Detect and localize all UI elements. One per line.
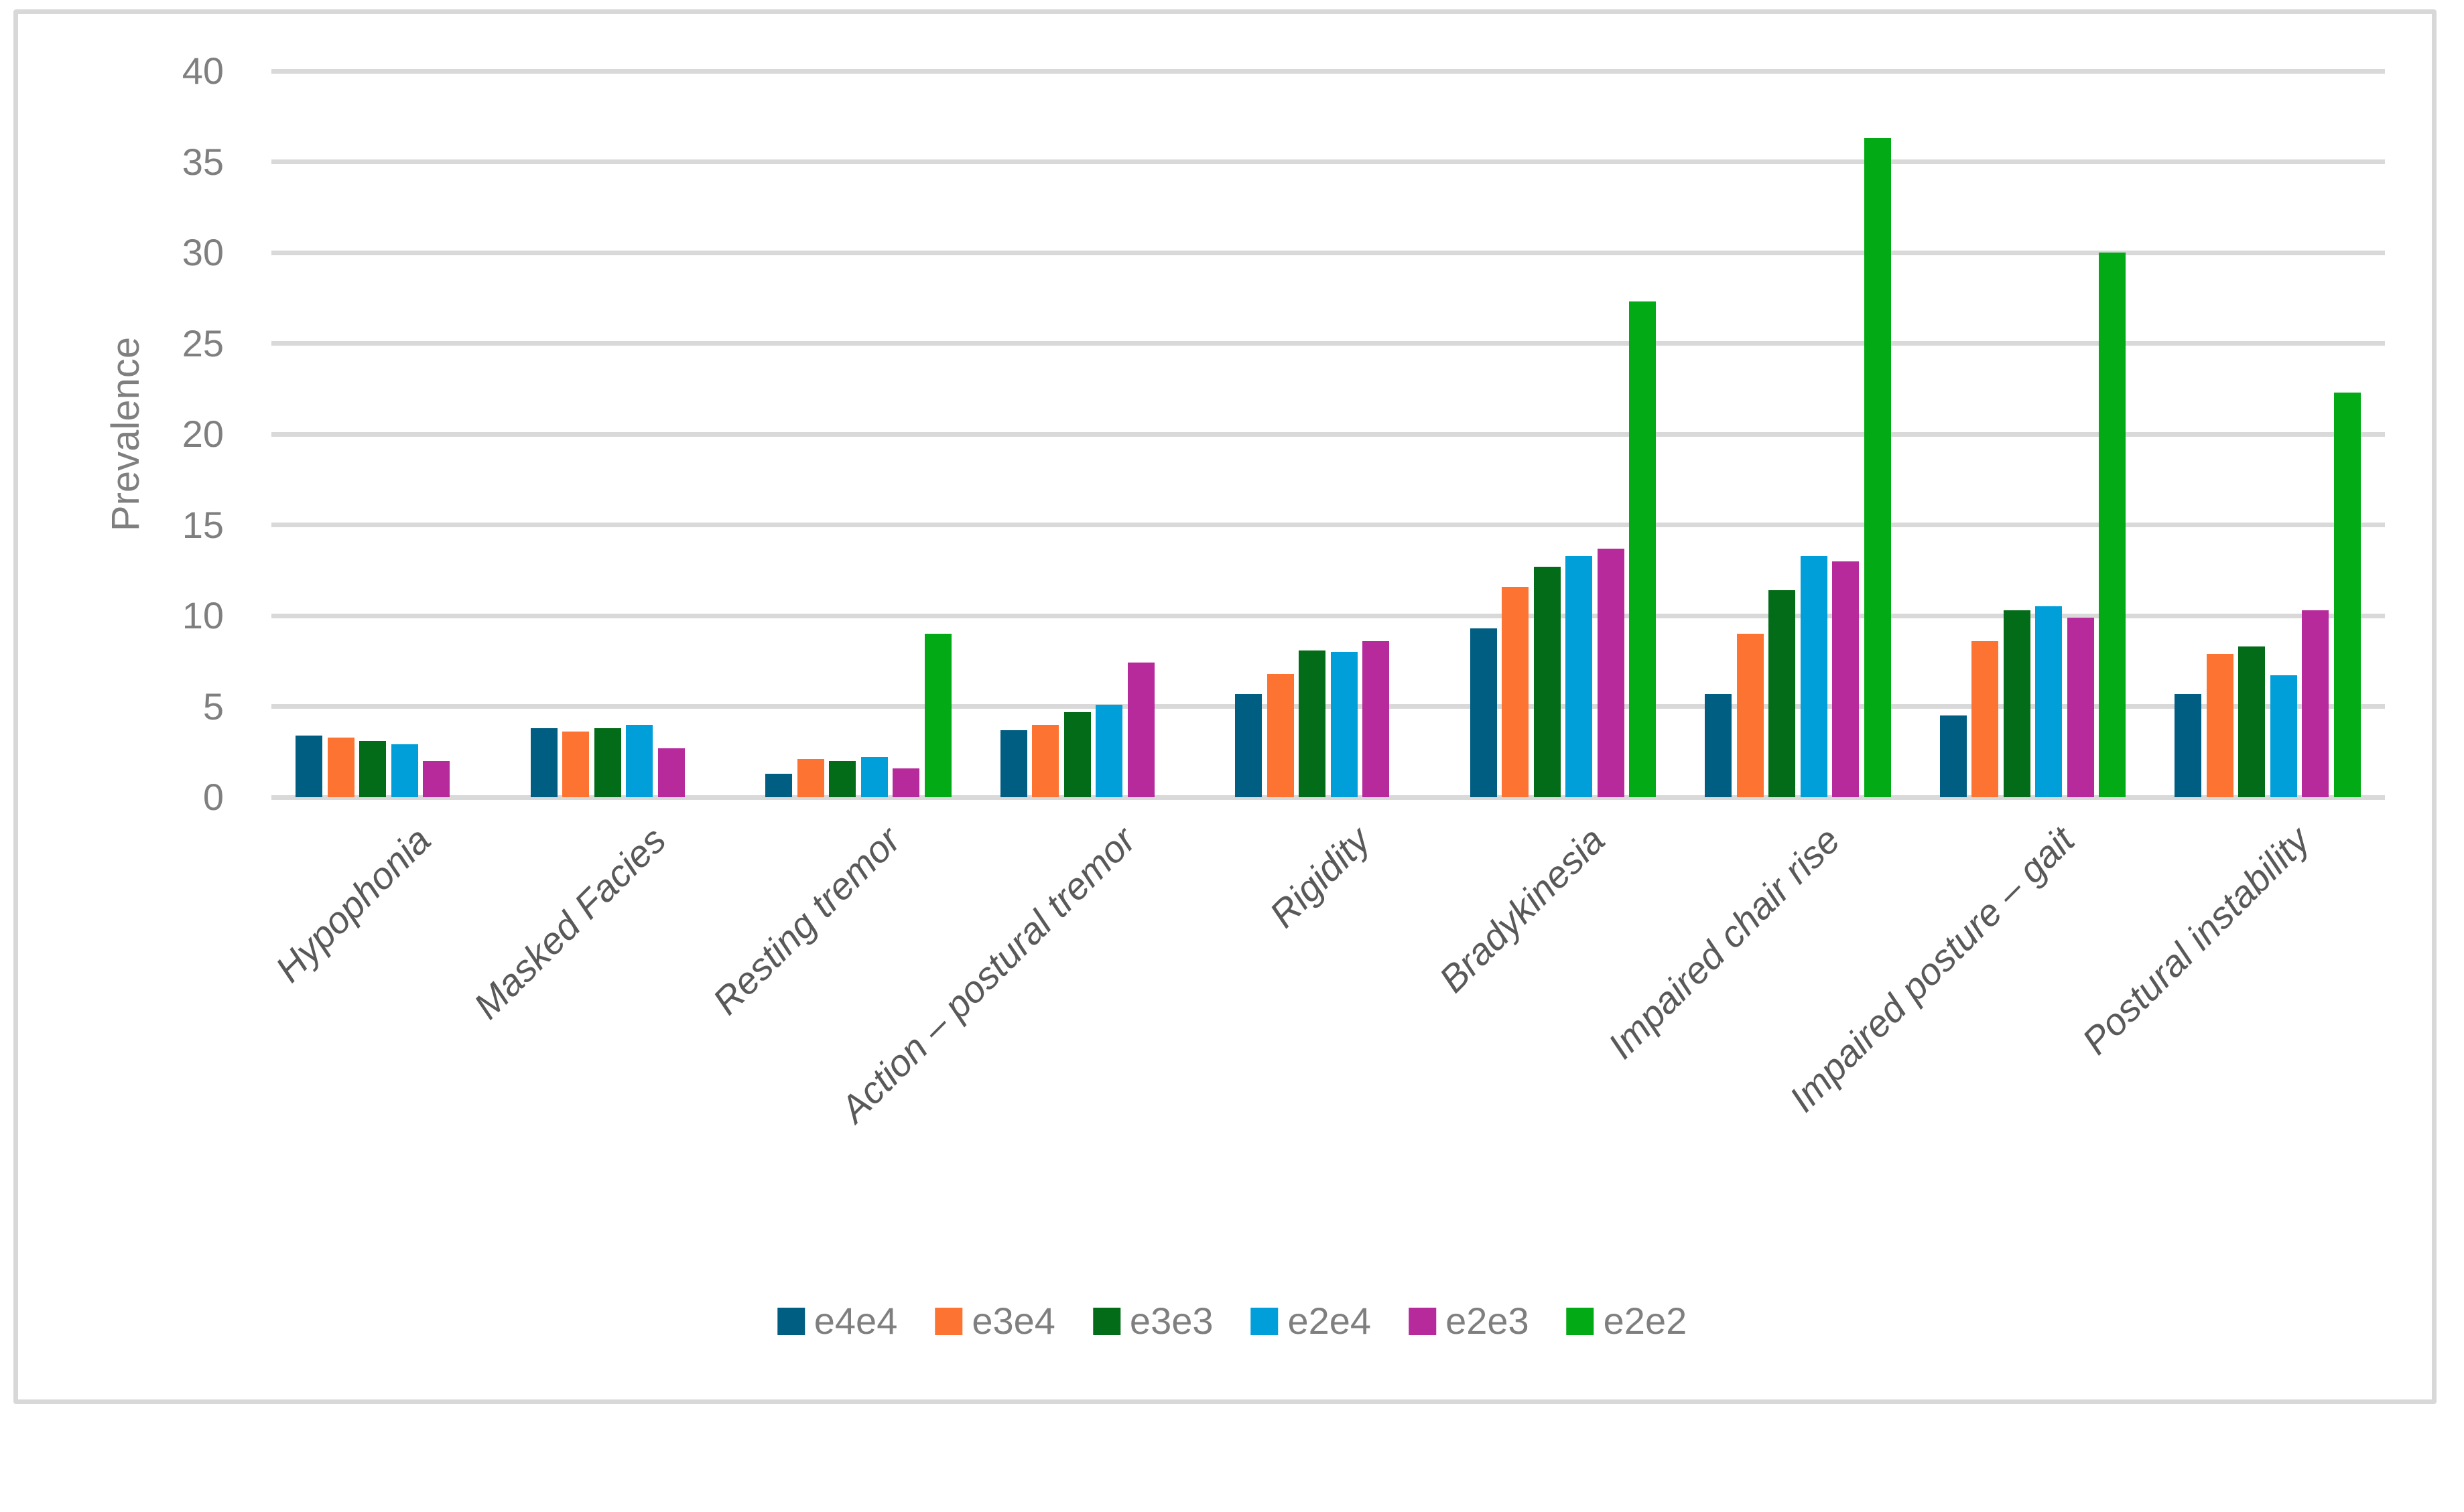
bar-e4e4-cat9 bbox=[2175, 693, 2202, 797]
gridline-y40 bbox=[271, 68, 2385, 74]
bar-e3e4-cat7 bbox=[1736, 634, 1764, 797]
bar-e2e4-cat4 bbox=[1096, 704, 1123, 797]
y-tick-label-35: 35 bbox=[182, 140, 224, 183]
bar-e3e3-cat5 bbox=[1299, 650, 1326, 797]
legend-label-e4e4: e4e4 bbox=[814, 1300, 898, 1342]
bar-e2e2-cat7 bbox=[1864, 138, 1891, 797]
legend-item-e3e3: e3e3 bbox=[1092, 1300, 1214, 1342]
y-tick-label-30: 30 bbox=[182, 231, 224, 273]
gridline-y5 bbox=[271, 704, 2385, 709]
bar-group-2 bbox=[506, 71, 740, 797]
bar-group-5 bbox=[1211, 71, 1445, 797]
gridline-y30 bbox=[271, 250, 2385, 255]
bar-group-7 bbox=[1681, 71, 1915, 797]
bar-e3e3-cat6 bbox=[1533, 566, 1561, 797]
bar-e2e2-cat9 bbox=[2333, 392, 2361, 797]
legend-item-e2e3: e2e3 bbox=[1409, 1301, 1529, 1341]
bar-e2e4-cat1 bbox=[391, 744, 418, 797]
y-tick-label-15: 15 bbox=[182, 503, 224, 546]
bar-group-9 bbox=[2150, 71, 2385, 797]
y-tick-label-0: 0 bbox=[202, 776, 224, 818]
bar-e3e3-cat9 bbox=[2238, 646, 2266, 797]
bar-e3e3-cat8 bbox=[2003, 610, 2030, 797]
bar-e2e4-cat7 bbox=[1800, 555, 1827, 797]
bar-e3e3-cat3 bbox=[829, 760, 856, 797]
bar-e4e4-cat2 bbox=[530, 728, 558, 797]
bar-e3e4-cat8 bbox=[1971, 640, 1999, 797]
gridline-y35 bbox=[271, 159, 2385, 164]
bar-e3e3-cat1 bbox=[359, 741, 387, 797]
legend-item-e2e4: e2e4 bbox=[1250, 1300, 1372, 1342]
bar-e4e4-cat4 bbox=[1000, 730, 1027, 797]
bar-e2e4-cat6 bbox=[1565, 555, 1593, 797]
legend-item-e4e4: e4e4 bbox=[777, 1300, 898, 1342]
legend-swatch-e4e4 bbox=[777, 1307, 805, 1335]
bar-e3e4-cat9 bbox=[2206, 653, 2233, 797]
legend-swatch-e3e3 bbox=[1092, 1307, 1120, 1335]
bar-e2e4-cat2 bbox=[626, 724, 653, 797]
legend-label-e3e4: e3e4 bbox=[972, 1300, 1055, 1342]
bar-e3e4-cat5 bbox=[1267, 673, 1294, 797]
bar-e3e4-cat3 bbox=[797, 759, 824, 797]
y-tick-label-20: 20 bbox=[182, 413, 224, 455]
bar-group-8 bbox=[1915, 71, 2150, 797]
bar-e3e4-cat6 bbox=[1502, 586, 1529, 797]
legend-swatch-e3e4 bbox=[935, 1307, 963, 1335]
bar-e4e4-cat8 bbox=[1939, 715, 1967, 797]
bar-e4e4-cat6 bbox=[1470, 628, 1497, 797]
bar-e3e4-cat4 bbox=[1032, 724, 1059, 797]
bar-e3e4-cat1 bbox=[327, 737, 354, 797]
legend-item-e3e4: e3e4 bbox=[935, 1301, 1055, 1341]
legend-label-e2e3: e2e3 bbox=[1445, 1300, 1529, 1342]
gridline-y0 bbox=[271, 795, 2385, 800]
bar-e2e2-cat3 bbox=[924, 634, 952, 797]
chart-page: { "figure": { "background": "#FFFFFF", "… bbox=[13, 9, 2437, 1404]
bar-e2e3-cat8 bbox=[2067, 617, 2094, 797]
bar-e2e2-cat6 bbox=[1629, 301, 1657, 797]
bar-e2e3-cat7 bbox=[1832, 561, 1860, 797]
gridline-y10 bbox=[271, 613, 2385, 618]
legend: e4e4 e3e4 e3e3 e2e4 e2e3 e2e2 bbox=[777, 1301, 1687, 1341]
bar-e2e3-cat2 bbox=[657, 748, 685, 797]
legend-label-e3e3: e3e3 bbox=[1129, 1300, 1214, 1342]
bar-group-1 bbox=[271, 71, 506, 797]
y-tick-label-40: 40 bbox=[182, 50, 224, 92]
gridline-y20 bbox=[271, 431, 2385, 437]
bar-group-3 bbox=[741, 71, 976, 797]
bar-e2e4-cat3 bbox=[860, 757, 888, 797]
legend-label-e2e4: e2e4 bbox=[1287, 1300, 1372, 1342]
bar-e2e4-cat8 bbox=[2035, 606, 2063, 797]
bar-e2e4-cat5 bbox=[1330, 652, 1358, 797]
bar-e2e3-cat5 bbox=[1362, 640, 1390, 797]
bar-group-4 bbox=[976, 71, 1210, 797]
bar-e3e3-cat2 bbox=[594, 728, 621, 797]
bar-e4e4-cat3 bbox=[765, 773, 793, 797]
bar-e3e3-cat4 bbox=[1063, 711, 1091, 797]
bar-e2e3-cat4 bbox=[1127, 663, 1155, 797]
bar-e4e4-cat1 bbox=[296, 735, 323, 797]
bar-e4e4-cat5 bbox=[1235, 693, 1262, 797]
bar-e2e3-cat3 bbox=[893, 768, 920, 797]
chart-outer-border bbox=[13, 9, 2437, 1404]
gridline-y25 bbox=[271, 341, 2385, 346]
legend-swatch-e2e2 bbox=[1566, 1307, 1594, 1335]
legend-item-e2e2: e2e2 bbox=[1566, 1300, 1687, 1342]
bar-e2e2-cat8 bbox=[2099, 253, 2126, 797]
bar-group-6 bbox=[1445, 71, 1680, 797]
legend-swatch-e2e4 bbox=[1250, 1307, 1279, 1335]
bar-e2e3-cat6 bbox=[1597, 548, 1624, 797]
legend-label-e2e2: e2e2 bbox=[1603, 1300, 1687, 1342]
y-tick-label-25: 25 bbox=[182, 322, 224, 364]
gridline-y15 bbox=[271, 523, 2385, 527]
bar-e3e4-cat2 bbox=[562, 732, 590, 797]
bar-e2e4-cat9 bbox=[2270, 675, 2297, 797]
legend-swatch-e2e3 bbox=[1409, 1307, 1437, 1335]
bar-e2e3-cat9 bbox=[2302, 610, 2329, 797]
bar-e3e3-cat7 bbox=[1768, 590, 1796, 797]
bar-e2e3-cat1 bbox=[423, 760, 450, 797]
y-tick-label-10: 10 bbox=[182, 594, 224, 636]
bar-e4e4-cat7 bbox=[1705, 693, 1732, 797]
plot-area bbox=[271, 68, 2385, 800]
y-tick-label-5: 5 bbox=[202, 685, 224, 728]
